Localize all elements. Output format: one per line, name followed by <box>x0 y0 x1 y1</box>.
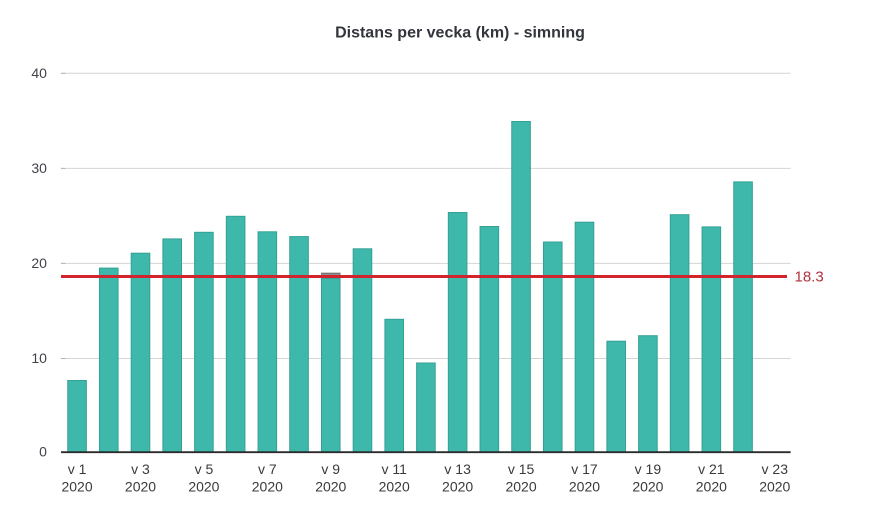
svg-text:v 5: v 5 <box>195 461 214 477</box>
svg-text:2020: 2020 <box>61 479 92 495</box>
svg-text:v 21: v 21 <box>698 461 725 477</box>
svg-text:2020: 2020 <box>252 479 283 495</box>
svg-text:0: 0 <box>39 444 47 460</box>
svg-text:v 17: v 17 <box>571 461 598 477</box>
svg-text:v 23: v 23 <box>762 461 789 477</box>
svg-text:v 13: v 13 <box>444 461 471 477</box>
svg-text:2020: 2020 <box>379 479 410 495</box>
svg-text:v 15: v 15 <box>508 461 535 477</box>
svg-text:40: 40 <box>31 65 47 81</box>
svg-text:10: 10 <box>31 350 47 366</box>
svg-text:18.3: 18.3 <box>795 268 824 285</box>
svg-text:2020: 2020 <box>125 479 156 495</box>
svg-text:Distans per vecka (km) - simni: Distans per vecka (km) - simning <box>335 25 585 42</box>
svg-text:2020: 2020 <box>505 479 536 495</box>
svg-text:v 19: v 19 <box>635 461 662 477</box>
svg-text:2020: 2020 <box>315 479 346 495</box>
svg-text:30: 30 <box>31 160 47 176</box>
svg-text:v 7: v 7 <box>258 461 277 477</box>
svg-text:2020: 2020 <box>696 479 727 495</box>
svg-text:2020: 2020 <box>759 479 790 495</box>
svg-text:2020: 2020 <box>569 479 600 495</box>
svg-text:v 1: v 1 <box>68 461 87 477</box>
svg-text:2020: 2020 <box>632 479 663 495</box>
svg-text:2020: 2020 <box>188 479 219 495</box>
svg-text:2020: 2020 <box>442 479 473 495</box>
svg-text:v 9: v 9 <box>321 461 340 477</box>
svg-text:v 3: v 3 <box>131 461 150 477</box>
svg-text:20: 20 <box>31 255 47 271</box>
svg-text:v 11: v 11 <box>381 461 407 477</box>
